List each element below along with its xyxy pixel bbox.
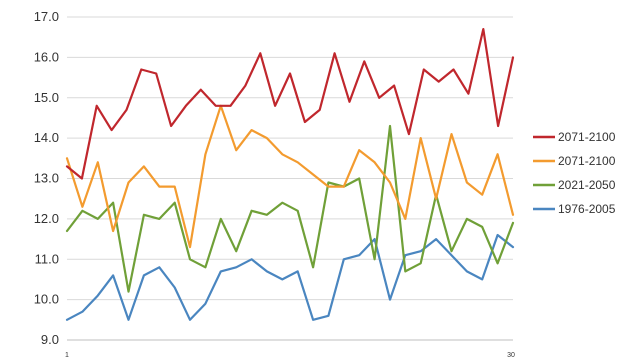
y-tick-label: 9.0 [41, 332, 59, 347]
x-tick-label: 30 [507, 352, 515, 359]
y-tick-label: 17.0 [34, 9, 59, 24]
y-tick-label: 16.0 [34, 49, 59, 64]
series-lines [65, 28, 515, 321]
y-tick-label: 12.0 [34, 211, 59, 226]
legend-label: 1976-2005 [558, 202, 616, 216]
x-tick-label: 1 [65, 352, 69, 359]
series-line-1 [65, 104, 515, 249]
series-line-0 [65, 28, 515, 180]
legend-label: 2071-2100 [558, 130, 616, 144]
series-line-2 [65, 124, 515, 293]
y-tick-label: 10.0 [34, 292, 59, 307]
legend-label: 2021-2050 [558, 178, 616, 192]
axes: 9.0 10.0 11.0 12.0 13.0 14.0 15.0 16.0 17.0 1 30 [34, 9, 515, 359]
legend-label: 2071-2100 [558, 154, 616, 168]
y-tick-label: 14.0 [34, 130, 59, 145]
gridlines [67, 16, 513, 301]
legend: 2071-2100 2071-2100 2021-2050 1976-2005 [533, 130, 616, 216]
y-tick-label: 15.0 [34, 90, 59, 105]
y-tick-label: 11.0 [35, 251, 59, 266]
series-line-3 [65, 233, 515, 321]
y-tick-label: 13.0 [34, 171, 59, 186]
